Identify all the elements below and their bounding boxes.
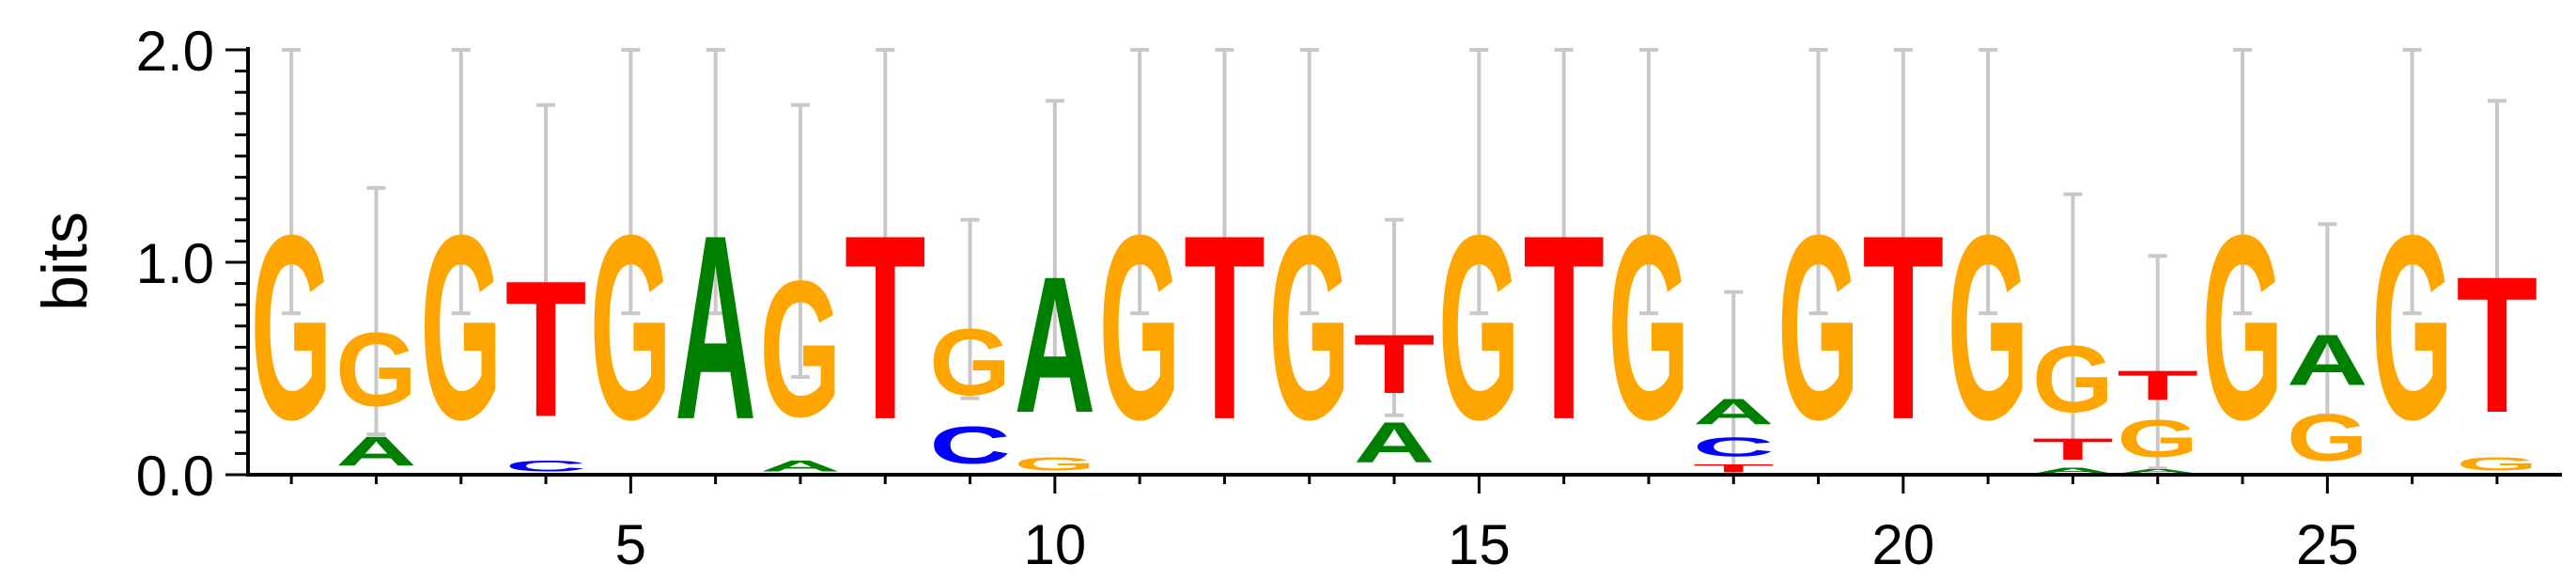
x-tick-label: 5	[615, 513, 646, 576]
x-ticks: 5 10 15 20 25	[289, 475, 2499, 576]
logo-letter-T: T	[2032, 432, 2114, 466]
y-ticks: 0.0 1.0 2.0	[136, 20, 248, 508]
logo-letter-T: T	[1863, 181, 1945, 476]
y-tick-label: 2.0	[136, 20, 214, 83]
logo-letter-G: G	[1099, 181, 1181, 476]
logo-letter-G: G	[2457, 453, 2538, 475]
logo-letter-G: G	[1608, 181, 1690, 476]
logo-letter-A: A	[2032, 466, 2114, 475]
logo-letter-C: C	[505, 458, 587, 475]
logo-letter-G: G	[1015, 453, 1096, 475]
x-tick-label: 10	[1023, 513, 1086, 576]
logo-letter-T: T	[845, 181, 926, 476]
logo-letter-A: A	[675, 180, 756, 474]
logo-letter-G: G	[2202, 181, 2284, 476]
y-tick-label: 0.0	[136, 445, 214, 508]
y-tick-label: 1.0	[136, 232, 214, 295]
logo-letter-T: T	[2457, 235, 2538, 453]
logo-letter-G: G	[2287, 400, 2368, 475]
logo-letter-C: C	[929, 415, 1011, 474]
logo-letter-G: G	[1268, 181, 1350, 476]
logo-letter-G: G	[760, 242, 842, 458]
logo-letter-T: T	[1184, 181, 1265, 476]
logo-letter-A: A	[1015, 236, 1096, 453]
logo-letter-A: A	[1354, 412, 1435, 476]
logo-letter-G: G	[335, 310, 417, 428]
y-axis-label: bits	[29, 212, 101, 311]
error-bars	[282, 48, 2506, 477]
logo-letter-G: G	[251, 181, 333, 476]
logo-letter-A: A	[2117, 468, 2198, 475]
logo-letter-G: G	[2371, 181, 2453, 476]
logo-letter-G: G	[1438, 181, 1520, 476]
logo-letter-G: G	[2032, 326, 2114, 432]
logo-letter-G: G	[1948, 181, 2029, 476]
logo-letter-A: A	[760, 458, 842, 475]
logo-letter-C: C	[1693, 432, 1775, 462]
logo-letter-G: G	[929, 309, 1011, 415]
x-tick-label: 25	[2296, 513, 2359, 576]
logo-letter-A: A	[335, 429, 417, 476]
logo-letter-G: G	[1777, 181, 1859, 476]
logo-letter-T: T	[1354, 318, 1435, 411]
logo-letter-T: T	[1693, 462, 1775, 476]
logo-letter-T: T	[2117, 362, 2198, 409]
logo-letter-A: A	[2287, 321, 2368, 401]
logo-letter-G: G	[590, 181, 672, 476]
logo-letter-A: A	[1693, 392, 1775, 432]
logo-letter-G: G	[420, 181, 502, 476]
x-tick-label: 15	[1448, 513, 1511, 576]
logo-letter-G: G	[2117, 409, 2198, 469]
logo-letter-T: T	[505, 240, 587, 458]
logo-letter-T: T	[1523, 181, 1605, 476]
x-tick-label: 20	[1871, 513, 1934, 576]
